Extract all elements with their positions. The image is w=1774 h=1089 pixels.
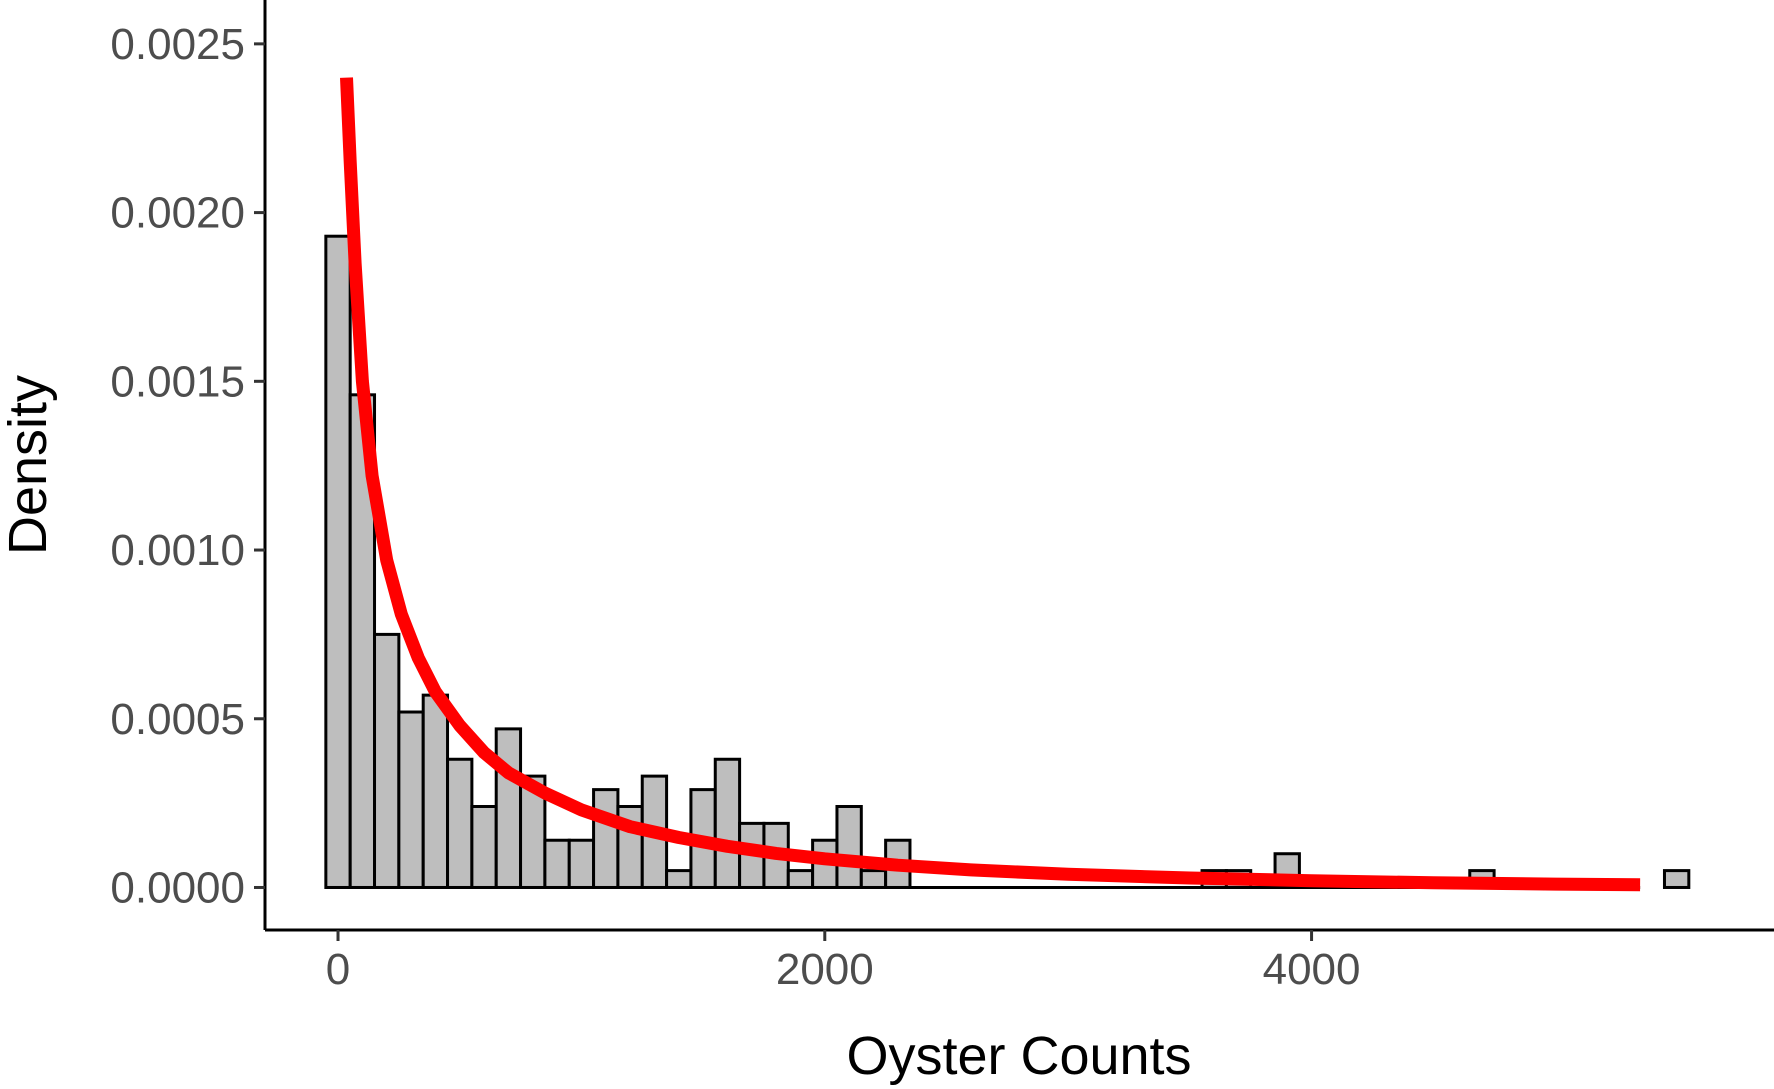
x-tick-label: 2000 bbox=[776, 945, 874, 994]
histogram-bar bbox=[835, 804, 863, 889]
x-axis-title: Oyster Counts bbox=[846, 1026, 1191, 1086]
y-tick-label: 0.0005 bbox=[110, 695, 245, 744]
histogram-bar bbox=[446, 757, 474, 889]
y-tick-label: 0.0025 bbox=[110, 20, 245, 69]
histogram-bar bbox=[324, 234, 352, 889]
y-tick-label: 0.0000 bbox=[110, 863, 245, 912]
fitted-curve-layer bbox=[340, 77, 1641, 892]
x-tick-label: 4000 bbox=[1263, 945, 1361, 994]
histogram-bar bbox=[786, 869, 815, 889]
histogram-bar bbox=[543, 838, 571, 889]
y-tick-label: 0.0020 bbox=[110, 189, 245, 238]
histogram-bar bbox=[713, 757, 742, 889]
y-tick-label: 0.0015 bbox=[110, 357, 245, 406]
histogram-bar bbox=[592, 788, 620, 889]
histogram-bar bbox=[567, 838, 596, 889]
histogram-bar bbox=[859, 869, 888, 889]
histogram-bar bbox=[1662, 869, 1691, 889]
x-ticks-layer: 0 2000 4000 bbox=[326, 930, 1361, 994]
x-tick-label: 0 bbox=[326, 945, 350, 994]
fitted-density-curve bbox=[340, 77, 1641, 892]
histogram-bar bbox=[665, 869, 693, 889]
histogram-bar bbox=[470, 804, 498, 889]
y-ticks-layer: 0.0000 0.0005 0.0010 0.0015 0.0020 0.0025 bbox=[110, 20, 265, 912]
histogram-bar bbox=[421, 693, 450, 889]
y-tick-label: 0.0010 bbox=[110, 526, 245, 575]
y-axis-title: Density bbox=[0, 375, 58, 555]
histogram-bar bbox=[397, 710, 425, 889]
histogram-bar bbox=[494, 727, 523, 889]
histogram-bar bbox=[373, 632, 401, 889]
